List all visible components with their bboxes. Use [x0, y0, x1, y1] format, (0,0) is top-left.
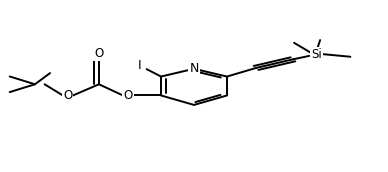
Text: I: I — [138, 59, 142, 72]
Text: N: N — [189, 62, 199, 75]
Text: Si: Si — [311, 48, 322, 61]
Text: O: O — [63, 89, 73, 102]
Text: O: O — [94, 47, 104, 60]
Text: O: O — [123, 89, 133, 102]
